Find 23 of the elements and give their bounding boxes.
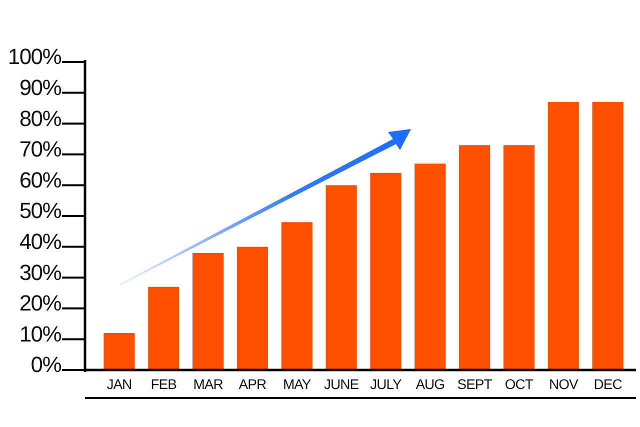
x-tick-label: NOV	[548, 376, 579, 392]
x-tick-label: MAR	[193, 376, 224, 392]
x-tick-label: SEPT	[457, 376, 493, 392]
y-tick-label: 80%	[19, 106, 62, 131]
x-tick-label: AUG	[416, 376, 445, 392]
y-tick-label: 0%	[30, 352, 62, 378]
y-tick-label: 20%	[19, 290, 62, 316]
x-tick-label: JUNE	[324, 376, 359, 392]
y-tick-label: 40%	[19, 229, 62, 254]
x-tick-label: JAN	[106, 376, 132, 392]
y-tick-label: 100%	[8, 44, 62, 70]
x-tick-label: DEC	[594, 376, 622, 392]
x-tick-label: MAY	[282, 376, 312, 392]
x-tick-label: APR	[238, 376, 266, 392]
y-tick-label: 60%	[19, 167, 62, 192]
y-tick-label: 10%	[19, 321, 62, 346]
y-tick-label: 30%	[19, 260, 62, 285]
y-tick-label: 90%	[19, 75, 62, 100]
y-tick-label: 70%	[19, 136, 62, 162]
y-tick-label: 50%	[19, 198, 62, 224]
x-tick-label: FEB	[150, 376, 177, 392]
x-tick-label: JULY	[370, 376, 402, 392]
x-tick-label: OCT	[504, 376, 534, 392]
